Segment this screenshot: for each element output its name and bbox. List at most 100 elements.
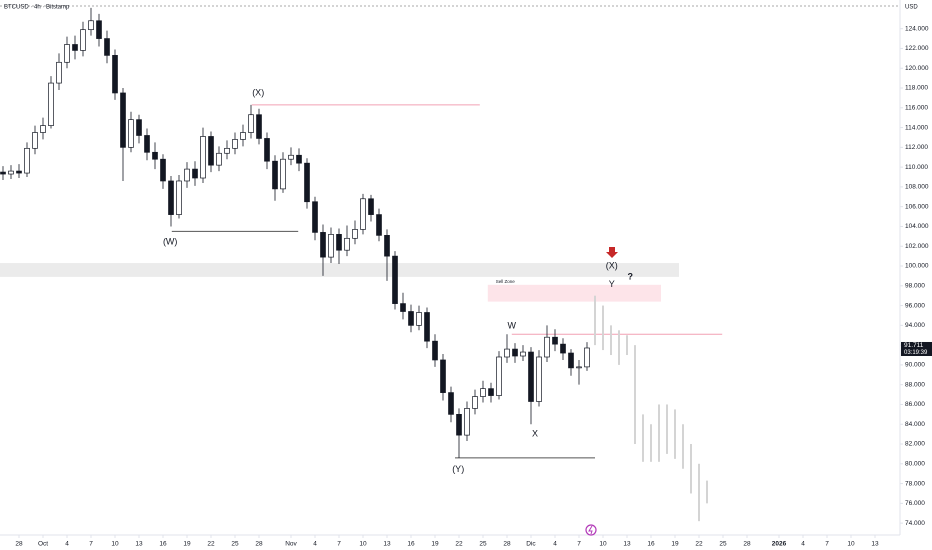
candle-body: [408, 311, 414, 326]
candle-body: [400, 303, 406, 312]
x-tick-label: 4: [65, 541, 69, 548]
candle-body: [96, 20, 102, 39]
candle-body: [32, 132, 38, 149]
candle-body: [560, 343, 566, 354]
y-tick-label: 108.000: [905, 184, 929, 191]
y-tick-label: 98.000: [905, 283, 925, 290]
candle-body: [552, 336, 558, 345]
candle-body: [496, 356, 502, 396]
x-tick-label: 19: [671, 541, 679, 548]
annotation: ?: [627, 271, 633, 281]
candle-body: [376, 214, 382, 236]
x-tick-label: 13: [623, 541, 631, 548]
candle-body: [472, 396, 478, 409]
candle-body: [336, 234, 342, 251]
candle-body: [216, 152, 222, 166]
y-tick-label: 76.000: [905, 500, 925, 507]
y-tick-label: 84.000: [905, 421, 925, 428]
x-tick-label: 22: [207, 541, 215, 548]
candle-body: [40, 125, 46, 133]
y-tick-label: 74.000: [905, 520, 925, 527]
candle-body: [504, 348, 510, 358]
candle-body: [104, 38, 110, 56]
candle-body: [280, 158, 286, 190]
candle-body: [208, 136, 214, 166]
zone: [0, 263, 679, 277]
y-tick-label: 96.000: [905, 302, 925, 309]
x-tick-label: 22: [695, 541, 703, 548]
candle-body: [160, 158, 166, 182]
candle-body: [312, 201, 318, 233]
x-tick-label: 7: [825, 541, 829, 548]
event-icon: [585, 524, 597, 536]
y-tick-label: 112.000: [905, 144, 928, 151]
x-tick-label: 7: [89, 541, 93, 548]
candle-body: [440, 359, 446, 393]
candle-body: [8, 170, 14, 175]
y-tick-label: 106.000: [905, 203, 929, 210]
candle-body: [384, 235, 390, 257]
annotation: X: [532, 429, 538, 439]
x-tick-label: 2026: [772, 541, 787, 548]
candle-body: [88, 20, 94, 31]
x-tick-label: 7: [577, 541, 581, 548]
candle-body: [432, 340, 438, 361]
annotation: Sell Zone: [496, 279, 516, 284]
x-tick-label: 7: [337, 541, 341, 548]
candle-body: [224, 147, 230, 154]
x-tick-label: Dic: [526, 541, 536, 548]
candle-body: [416, 312, 422, 326]
candle-body: [56, 61, 62, 84]
x-tick-label: 4: [801, 541, 805, 548]
annotation: (W): [163, 237, 178, 247]
y-tick-label: 124.000: [905, 25, 929, 32]
x-tick-label: 25: [719, 541, 727, 548]
y-tick-label: 78.000: [905, 480, 925, 487]
y-tick-label: 104.000: [905, 223, 929, 230]
candle-body: [368, 198, 374, 215]
candle-body: [168, 180, 174, 215]
currency: USD: [905, 5, 918, 11]
countdown-label: 03:19:39: [904, 350, 928, 356]
x-tick-label: 25: [479, 541, 487, 548]
candle-body: [424, 312, 430, 342]
y-tick-label: 90.000: [905, 362, 925, 369]
candle-body: [200, 136, 206, 179]
x-tick-label: 19: [431, 541, 439, 548]
candle-body: [544, 336, 550, 358]
y-tick-label: 88.000: [905, 381, 925, 388]
x-tick-label: 13: [135, 541, 143, 548]
candle-body: [520, 351, 526, 357]
candle-body: [232, 139, 238, 149]
candle-body: [264, 138, 270, 162]
candle-body: [72, 44, 78, 51]
x-tick-label: 16: [407, 541, 415, 548]
price-tag: [901, 341, 932, 356]
candle-body: [528, 351, 534, 402]
y-tick-label: 80.000: [905, 461, 925, 468]
candle-body: [392, 255, 398, 304]
x-tick-label: 10: [359, 541, 367, 548]
candle-body: [512, 348, 518, 357]
marks: [0, 7, 708, 522]
candle-body: [568, 352, 574, 369]
candle-body: [248, 114, 254, 133]
y-tick-label: 118.000: [905, 85, 928, 92]
annotation: (X): [606, 260, 618, 270]
down-arrow: [606, 247, 618, 258]
candle-body: [16, 170, 22, 174]
y-tick-label: 120.000: [905, 65, 929, 72]
y-tick-label: 82.000: [905, 441, 925, 448]
y-tick-label: 94.000: [905, 322, 925, 329]
x-tick-label: 28: [503, 541, 511, 548]
candle-body: [352, 229, 358, 239]
candle-body: [456, 414, 462, 436]
candle-body: [344, 237, 350, 251]
candle-body: [64, 44, 70, 63]
candle-body: [304, 162, 310, 203]
price-tag-label: 91.711: [904, 342, 924, 349]
y-tick-label: 110.000: [905, 164, 928, 171]
candle-body: [120, 92, 126, 148]
candle-body: [136, 119, 142, 136]
